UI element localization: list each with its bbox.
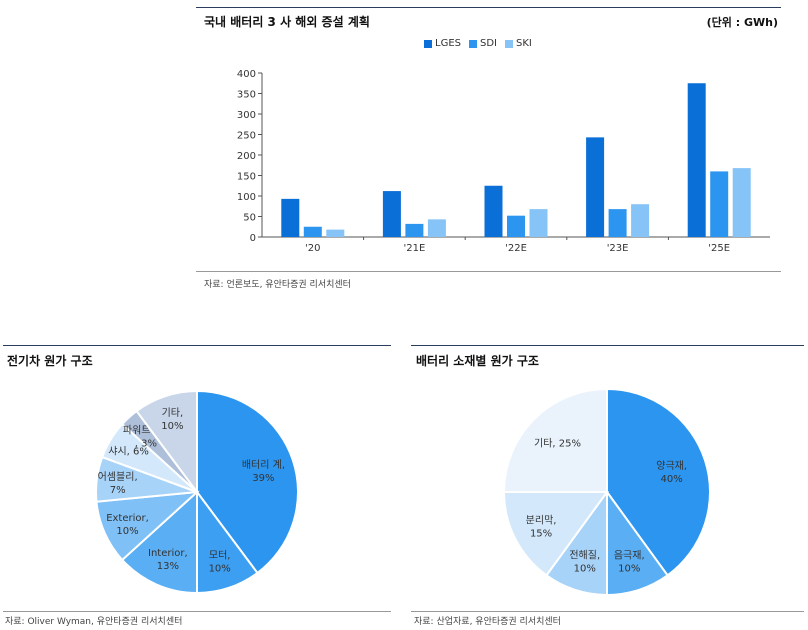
pie-slice [120, 489, 198, 595]
bar-lges [484, 185, 503, 237]
slice-value-label: 10% [116, 526, 138, 537]
legend-item-lges: LGES [424, 38, 461, 49]
slice-label: 음극재, [614, 549, 645, 561]
battery-material-pie: 양극재, 40% 음극재, 10% 전해질, 10% 분리막, 15% 기타, 25% [502, 387, 711, 597]
slice-value-label: 40% [661, 474, 683, 485]
capacity-panel: 국내 배터리 3 사 해외 증설 계획 (단위 : GWh) LGES SDI … [0, 0, 808, 300]
x-tick-label: '22E [505, 243, 527, 254]
panel-title: 국내 배터리 3 사 해외 증설 계획 [204, 15, 370, 29]
slice-label: 전해질, [569, 548, 600, 561]
slice-label: Interior, [148, 548, 188, 559]
pie-slice [502, 387, 608, 493]
slice-label: 기타, 25% [534, 438, 581, 450]
slice-label: 배터리 계, [242, 459, 285, 471]
left-rule [3, 345, 391, 346]
panel-title: 배터리 소재별 원가 구조 [416, 354, 539, 368]
slice-value-label: 10% [618, 563, 640, 574]
legend-swatch [505, 39, 513, 48]
bar-legend: LGES SDI SKI [424, 38, 540, 49]
slice-value-label: 10% [574, 563, 596, 574]
ev-cost-panel: 전기차 원가 구조 배터리 계, 39% 모터, 10% Interior, 13% Ext… [0, 300, 395, 630]
bar-lges [281, 198, 300, 237]
slice-value-label: 7% [110, 485, 126, 496]
battery-material-panel: 배터리 소재별 원가 구조 양극재, 40% 음극재, 10% 전해질, 10% 분리막, 1… [408, 300, 808, 630]
legend-item-sdi: SDI [469, 38, 497, 49]
bar-ski [326, 229, 345, 237]
source-rule [3, 611, 391, 612]
x-tick-label: '25E [708, 243, 730, 254]
right-rule [411, 345, 804, 346]
slice-label: 분리막, [526, 515, 557, 527]
bar-lges [586, 137, 605, 237]
x-tick-label: '20 [305, 243, 320, 254]
slice-value-label: 13% [157, 561, 179, 572]
source-rule [411, 611, 804, 612]
pie-slice [606, 387, 711, 577]
bar-lges [687, 83, 706, 237]
slice-label: 샤시, 6% [108, 446, 149, 458]
slice-value-label: 15% [530, 529, 552, 540]
legend-label: SDI [480, 38, 497, 49]
x-tick-label: '23E [607, 243, 629, 254]
slice-value-label: 39% [252, 473, 274, 484]
pie-slice [135, 389, 198, 496]
x-tick-label: '21E [404, 243, 426, 254]
source-note: 자료: Oliver Wyman, 유안타증권 리서치센터 [5, 617, 183, 627]
legend-swatch [469, 39, 477, 48]
bar-sdi [405, 223, 424, 237]
legend-label: SKI [516, 38, 532, 49]
pie-slice [196, 389, 299, 575]
slice-label: Exterior, [106, 513, 149, 524]
legend-swatch [424, 39, 432, 48]
panel-title: 전기차 원가 구조 [7, 354, 93, 368]
bar-lges [382, 191, 401, 237]
slice-value-label: 10% [209, 563, 231, 574]
bar-sdi [608, 209, 627, 237]
ev-cost-pie: 배터리 계, 39% 모터, 10% Interior, 13% Exterior, 10% 어… [95, 389, 299, 595]
source-note: 자료: 산업자료, 유안타증권 리서치센터 [414, 617, 561, 627]
y-tick-label: 100 [237, 192, 256, 203]
y-tick-label: 300 [237, 110, 256, 121]
legend-item-ski: SKI [505, 38, 532, 49]
slice-label: 어셈블리, [98, 471, 138, 483]
bar-ski [529, 209, 548, 237]
slice-value-label: , 3% [135, 439, 157, 450]
slice-value-label: 10% [161, 421, 183, 432]
y-tick-label: 400 [237, 69, 256, 80]
bar-ski [427, 219, 446, 237]
y-tick-label: 200 [237, 151, 256, 162]
source-rule [196, 271, 781, 272]
bar-sdi [710, 171, 729, 237]
unit-label: (단위 : GWh) [706, 16, 778, 29]
y-tick-label: 250 [237, 131, 256, 142]
bar-ski [631, 204, 650, 237]
source-note: 자료: 언론보도, 유안타증권 리서치센터 [204, 280, 351, 290]
slice-label: 모터, [209, 549, 231, 561]
bar-ski [732, 168, 751, 237]
bar-sdi [507, 215, 525, 237]
top-rule [196, 7, 781, 8]
y-tick-label: 150 [237, 172, 256, 183]
y-tick-label: 50 [243, 213, 256, 224]
legend-label: LGES [435, 38, 461, 49]
bar-sdi [303, 226, 322, 237]
y-tick-label: 0 [250, 233, 256, 244]
bar-chart: 0 50 100 150 200 250 300 350 400 '20 '21E '22E '23E '… [237, 69, 770, 254]
slice-label: 기타, [162, 407, 184, 419]
pie-slice [502, 491, 609, 577]
y-tick-label: 350 [237, 90, 256, 101]
slice-label: 양극재, [656, 460, 687, 472]
